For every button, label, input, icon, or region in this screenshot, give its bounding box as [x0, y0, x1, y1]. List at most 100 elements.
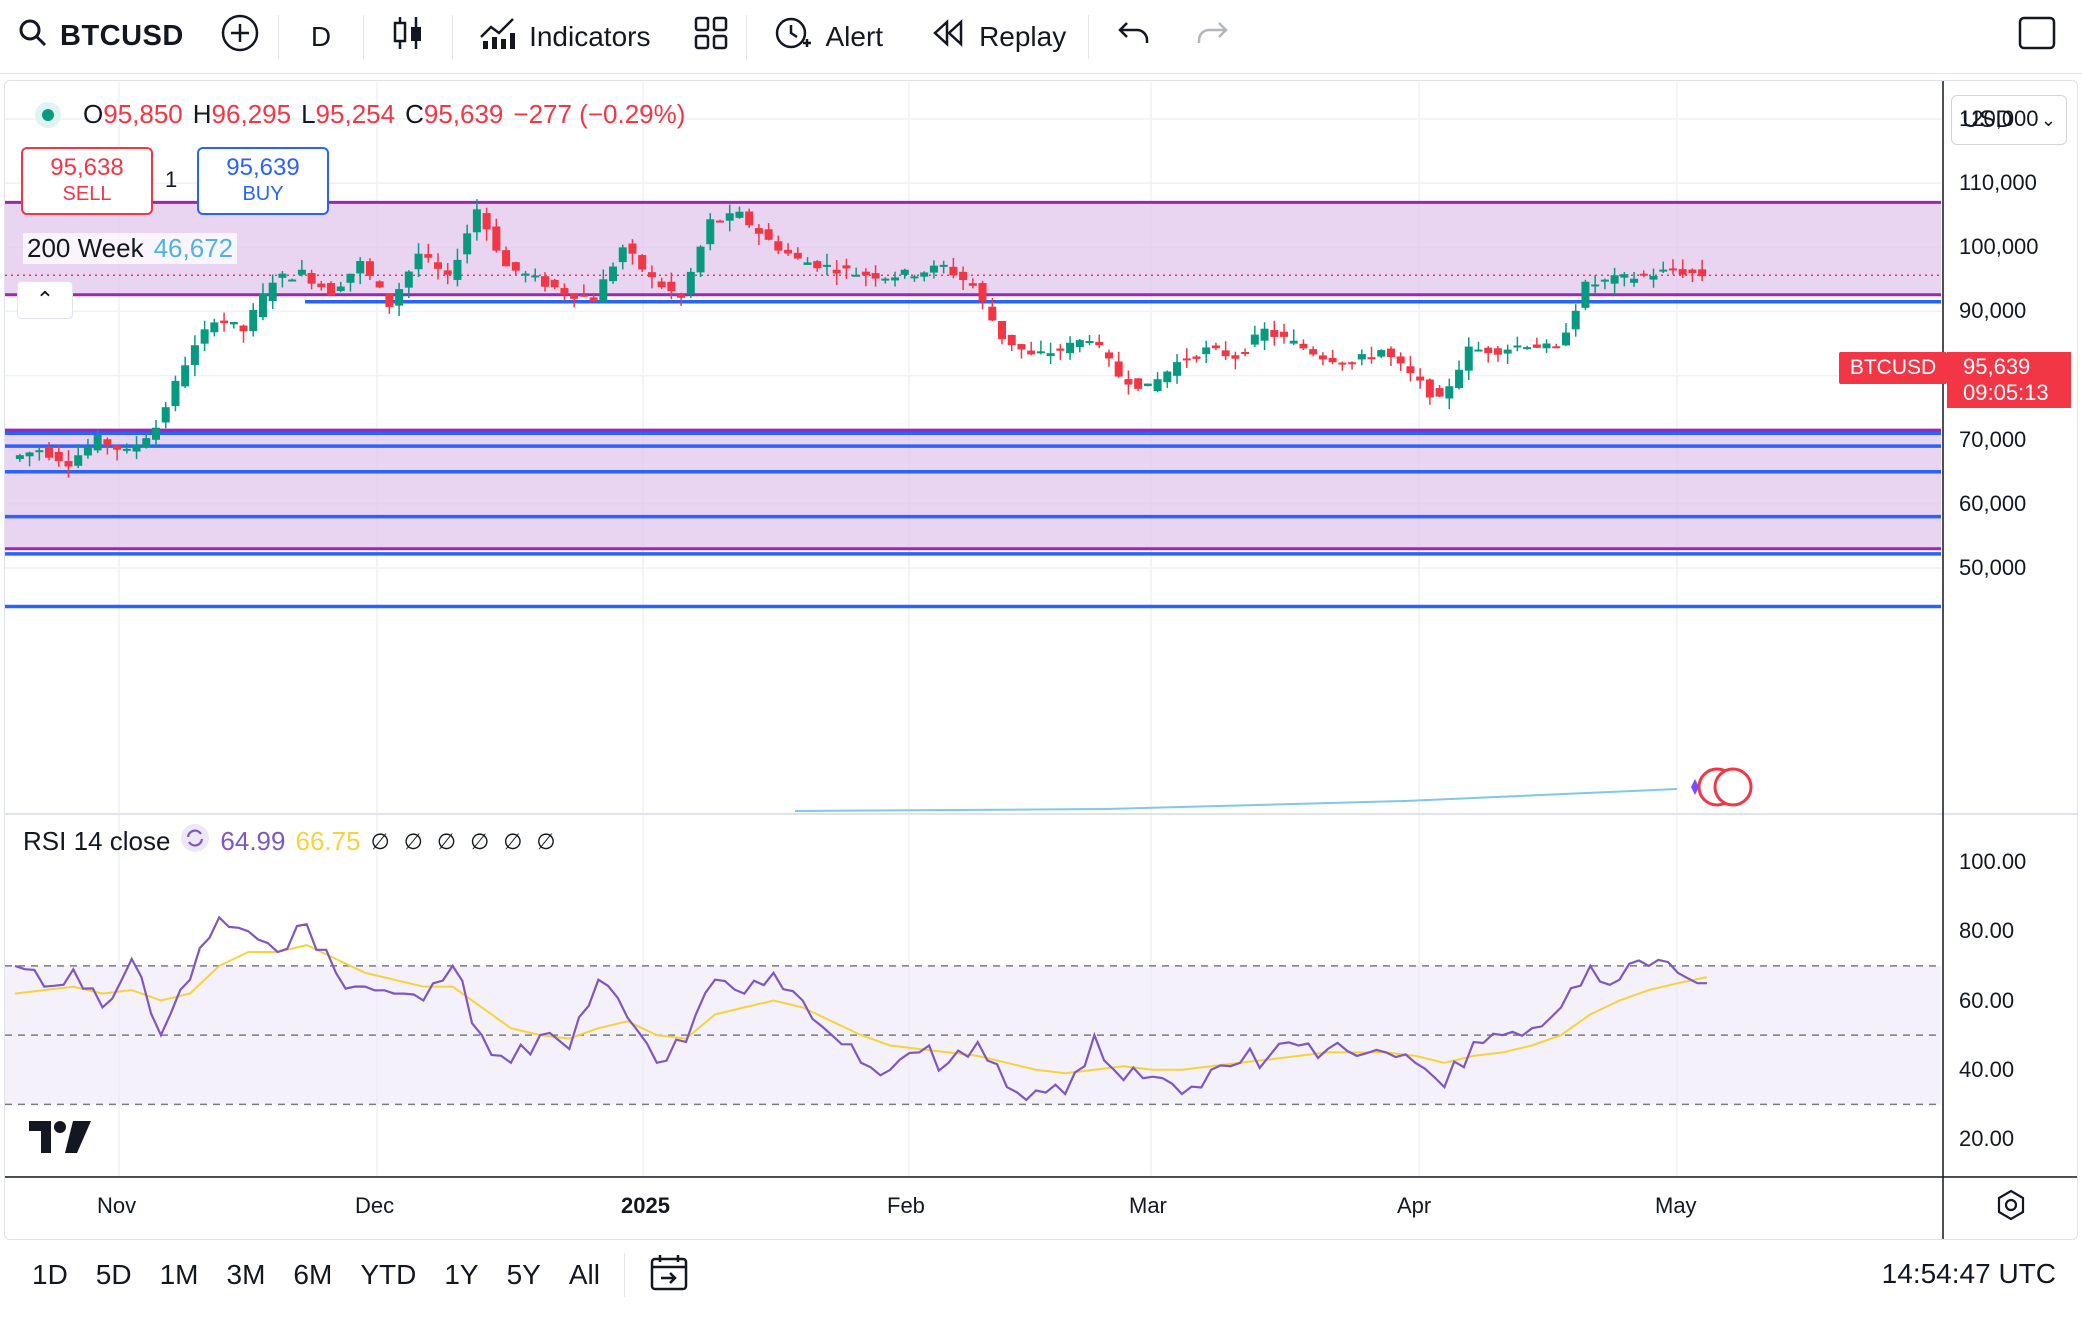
bottom-bar: 1D 5D 1M 3M 6M YTD 1Y 5Y All 14:54:47 UTC — [0, 1244, 2082, 1306]
candle-body — [502, 250, 511, 267]
candle-body — [677, 294, 686, 298]
candle-body — [161, 407, 170, 423]
rsi-axis-label: 60.00 — [1959, 987, 2015, 1013]
candle-body — [832, 269, 841, 274]
layout-grid-icon — [694, 16, 728, 57]
candle-body — [550, 279, 559, 288]
candle-body — [735, 211, 744, 218]
candle-body — [1066, 342, 1075, 354]
rsi-line — [14, 915, 1707, 1102]
interval-button[interactable]: D — [279, 0, 363, 74]
range-button[interactable]: 1Y — [444, 1259, 479, 1290]
candle-body — [288, 279, 297, 282]
candle-body — [861, 271, 870, 276]
collapse-legend-button[interactable]: ⌃ — [17, 281, 73, 319]
buy-button[interactable]: 95,639 BUY — [197, 147, 329, 215]
alert-button[interactable]: Alert — [747, 0, 909, 74]
candle-body — [988, 306, 997, 321]
candle-body — [1348, 362, 1357, 365]
candle-body — [1455, 369, 1464, 389]
range-button[interactable]: All — [568, 1259, 600, 1290]
candle-body — [356, 261, 365, 274]
candle-body — [74, 455, 83, 466]
candle-body — [152, 427, 160, 440]
indicators-label: Indicators — [529, 20, 651, 52]
candle-body — [1163, 371, 1172, 383]
low-label: L — [301, 99, 316, 129]
candle-body — [706, 219, 715, 245]
candle-body — [686, 271, 695, 295]
candle-body — [472, 209, 481, 233]
range-button[interactable]: 1M — [159, 1259, 199, 1290]
symbol-search[interactable]: BTCUSD — [0, 0, 202, 74]
layouts-button[interactable] — [676, 0, 746, 74]
buy-label: BUY — [242, 183, 284, 205]
indicators-button[interactable]: Indicators — [453, 0, 676, 74]
ma-legend: 200 Week 46,672 — [23, 233, 238, 264]
range-button[interactable]: 5Y — [506, 1259, 541, 1290]
candle-body — [1143, 383, 1152, 387]
price-axis-label: 120,000 — [1959, 106, 2039, 131]
candle-body — [998, 320, 1006, 340]
sell-button[interactable]: 95,638 SELL — [21, 147, 153, 215]
candle-body — [1493, 348, 1502, 355]
spread-value: 1 — [165, 167, 178, 192]
replay-label: Replay — [979, 20, 1067, 52]
rsi-axis-label: 80.00 — [1959, 918, 2015, 944]
range-button[interactable]: 3M — [226, 1259, 266, 1290]
symbol-tag-label: BTCUSD — [1849, 356, 1937, 379]
candle-body — [939, 264, 948, 267]
chart-area[interactable]: O95,850 H96,295 L95,254 C95,639 −277 (−0… — [4, 80, 2078, 1240]
candle-body — [1289, 340, 1298, 344]
redo-button[interactable] — [1179, 0, 1245, 74]
candle-body — [1095, 341, 1104, 346]
candle-body — [1591, 284, 1600, 287]
rsi-empty-values: ∅ ∅ ∅ ∅ ∅ ∅ — [371, 829, 556, 855]
candle-body — [482, 213, 491, 230]
candle-body — [852, 274, 861, 277]
rsi-ma-value: 66.75 — [295, 826, 361, 856]
candle-body — [443, 270, 452, 275]
goto-date-button[interactable] — [625, 1250, 713, 1300]
close-value: 95,639 — [423, 99, 504, 129]
candle-body — [657, 281, 666, 288]
candle-body — [1386, 348, 1395, 357]
time-axis-label: Nov — [97, 1193, 137, 1218]
tradingview-logo[interactable] — [29, 1117, 93, 1162]
rsi-axis-label: 40.00 — [1959, 1056, 2015, 1082]
candle-body — [1075, 340, 1084, 348]
range-button[interactable]: YTD — [360, 1259, 417, 1290]
settings-button[interactable] — [1995, 1189, 2027, 1226]
fullscreen-button[interactable] — [2000, 0, 2074, 74]
candle-body — [132, 444, 141, 452]
candle-body — [959, 271, 968, 281]
rsi-empty-value: ∅ — [470, 828, 490, 854]
rsi-ma-line — [14, 944, 1708, 1075]
candle-body — [336, 286, 345, 291]
candle-body — [45, 447, 54, 458]
chart-canvas[interactable] — [5, 81, 2078, 1240]
candle-body — [1007, 334, 1016, 346]
candle-body — [190, 345, 199, 365]
candle-body — [404, 271, 413, 288]
rsi-empty-value: ∅ — [536, 828, 556, 854]
chart-type-button[interactable] — [364, 0, 452, 74]
candle-body — [1056, 348, 1065, 351]
candle-body — [54, 451, 63, 462]
close-label: C — [405, 99, 424, 129]
range-button[interactable]: 5D — [95, 1259, 132, 1290]
plus-circle-icon — [220, 13, 260, 60]
buy-price: 95,639 — [226, 154, 300, 181]
candle-body — [1523, 347, 1532, 350]
candle-body — [647, 272, 656, 278]
time-axis-label: May — [1655, 1193, 1697, 1218]
range-button[interactable]: 1D — [32, 1259, 68, 1290]
undo-button[interactable] — [1089, 0, 1179, 74]
compare-button[interactable] — [202, 0, 278, 74]
candle-body — [1581, 281, 1590, 308]
range-button[interactable]: 6M — [293, 1259, 333, 1290]
candle-body — [1620, 274, 1629, 278]
replay-button[interactable]: Replay — [909, 0, 1088, 74]
utc-clock[interactable]: 14:54:47 UTC — [1881, 1258, 2056, 1289]
currency-select[interactable]: USD ⌄ — [1951, 95, 2067, 145]
